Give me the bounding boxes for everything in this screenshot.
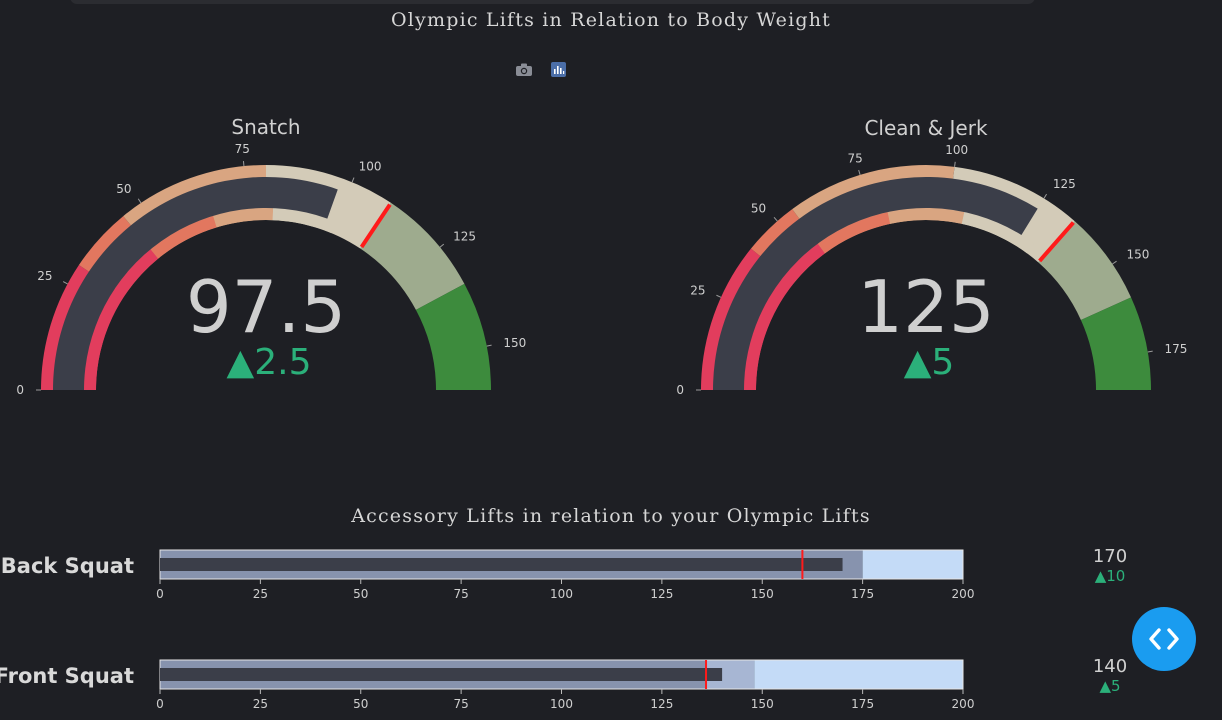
gauge-delta: ▲5 xyxy=(904,342,955,383)
gauge-tick-mark xyxy=(774,217,777,221)
gauge-tick-label: 175 xyxy=(1165,342,1188,356)
gauge-tick-label: 75 xyxy=(235,142,250,156)
accessory-title: Accessory Lifts in relation to your Olym… xyxy=(0,505,1222,527)
gauge-tick-mark xyxy=(859,170,860,175)
bullet-ticks: 0 25 50 75 100 125 150 175 200 xyxy=(156,689,974,711)
gauge-tick-mark xyxy=(487,345,492,346)
bullet-tick-label: 25 xyxy=(253,587,268,601)
code-brackets-icon xyxy=(1144,624,1184,654)
bullet-value: 170 xyxy=(1080,546,1140,567)
bullet-chart: 0 25 50 75 100 125 150 175 200 xyxy=(0,540,1000,610)
gauge-tick-label: 0 xyxy=(16,383,24,397)
gauge-tick-label: 150 xyxy=(503,336,526,350)
gauge-tick-label: 0 xyxy=(676,383,684,397)
gauge-value: 97.5 xyxy=(186,265,346,349)
gauge-tick-mark xyxy=(716,295,721,297)
gauge-snatch: Snatch 0 25 50 75 100 125 150 97.5 ▲2.5 xyxy=(0,100,560,410)
bullet-ticks: 0 25 50 75 100 125 150 175 200 xyxy=(156,579,974,601)
bullet-tick-label: 100 xyxy=(550,587,573,601)
gauge-tick-mark xyxy=(1044,194,1047,198)
bullet-delta: ▲5 xyxy=(1080,677,1140,695)
code-toggle-button[interactable] xyxy=(1132,607,1196,671)
gauge-tick-label: 75 xyxy=(847,152,862,166)
gauge-tick-label: 50 xyxy=(116,182,131,196)
gauge-tick-mark xyxy=(955,162,956,167)
bullet-tick-label: 150 xyxy=(751,697,774,711)
bullet-tick-label: 200 xyxy=(952,697,975,711)
gauge-value: 125 xyxy=(857,265,994,349)
bullet-delta: ▲10 xyxy=(1080,567,1140,585)
bullet-value-bar xyxy=(160,558,843,571)
bullet-tick-label: 50 xyxy=(353,697,368,711)
bullet-chart: 0 25 50 75 100 125 150 175 200 xyxy=(0,650,1000,720)
gauge-tick-label: 125 xyxy=(1053,177,1076,191)
bullet-bar xyxy=(160,558,843,571)
camera-icon[interactable] xyxy=(514,60,534,78)
gauge-clean-and-jerk: Clean & Jerk 0 25 50 75 100 125 150 175 125 ▲5 xyxy=(660,100,1220,410)
gauge-tick-label: 50 xyxy=(751,201,766,215)
gauge-inner-step xyxy=(888,208,965,224)
bullet-tick-label: 75 xyxy=(453,587,468,601)
gauge-title: Snatch xyxy=(231,115,300,139)
gauge-tick-label: 150 xyxy=(1126,247,1149,261)
bullet-tick-label: 75 xyxy=(453,697,468,711)
bullet-tick-label: 200 xyxy=(952,587,975,601)
bullet-tick-label: 100 xyxy=(550,697,573,711)
bullet-tick-label: 125 xyxy=(650,587,673,601)
plot-modebar xyxy=(514,60,568,78)
gauge-tick-mark xyxy=(63,282,67,284)
gauge-tick-mark xyxy=(138,199,141,203)
bullet-tick-label: 125 xyxy=(650,697,673,711)
bullet-tick-label: 175 xyxy=(851,697,874,711)
gauge-delta: ▲2.5 xyxy=(227,342,312,383)
gauge-tick-label: 100 xyxy=(945,143,968,157)
bullet-tick-label: 175 xyxy=(851,587,874,601)
bullet-step xyxy=(754,660,963,689)
browser-url-bar xyxy=(70,0,1035,4)
bullet-tick-label: 25 xyxy=(253,697,268,711)
plotly-logo-icon[interactable] xyxy=(548,60,568,78)
bullet-tick-label: 150 xyxy=(751,587,774,601)
page-title: Olympic Lifts in Relation to Body Weight xyxy=(0,9,1222,31)
gauge-tick-label: 100 xyxy=(359,159,382,173)
gauge-tick-label: 125 xyxy=(453,229,476,243)
bullet-step xyxy=(863,550,963,579)
gauge-tick-mark xyxy=(1148,351,1153,352)
gauge-tick-label: 25 xyxy=(690,283,705,297)
bullet-value-bar xyxy=(160,668,722,681)
gauge-tick-mark xyxy=(1112,261,1116,264)
gauge-tick-mark xyxy=(352,178,354,183)
bullet-value: 140 xyxy=(1080,656,1140,677)
bullet-tick-label: 0 xyxy=(156,697,164,711)
gauge-tick-mark xyxy=(440,244,444,247)
bullet-tick-label: 0 xyxy=(156,587,164,601)
gauge-tick-label: 25 xyxy=(37,269,52,283)
bullet-tick-label: 50 xyxy=(353,587,368,601)
gauge-title: Clean & Jerk xyxy=(864,116,987,140)
bullet-bar xyxy=(160,668,722,681)
